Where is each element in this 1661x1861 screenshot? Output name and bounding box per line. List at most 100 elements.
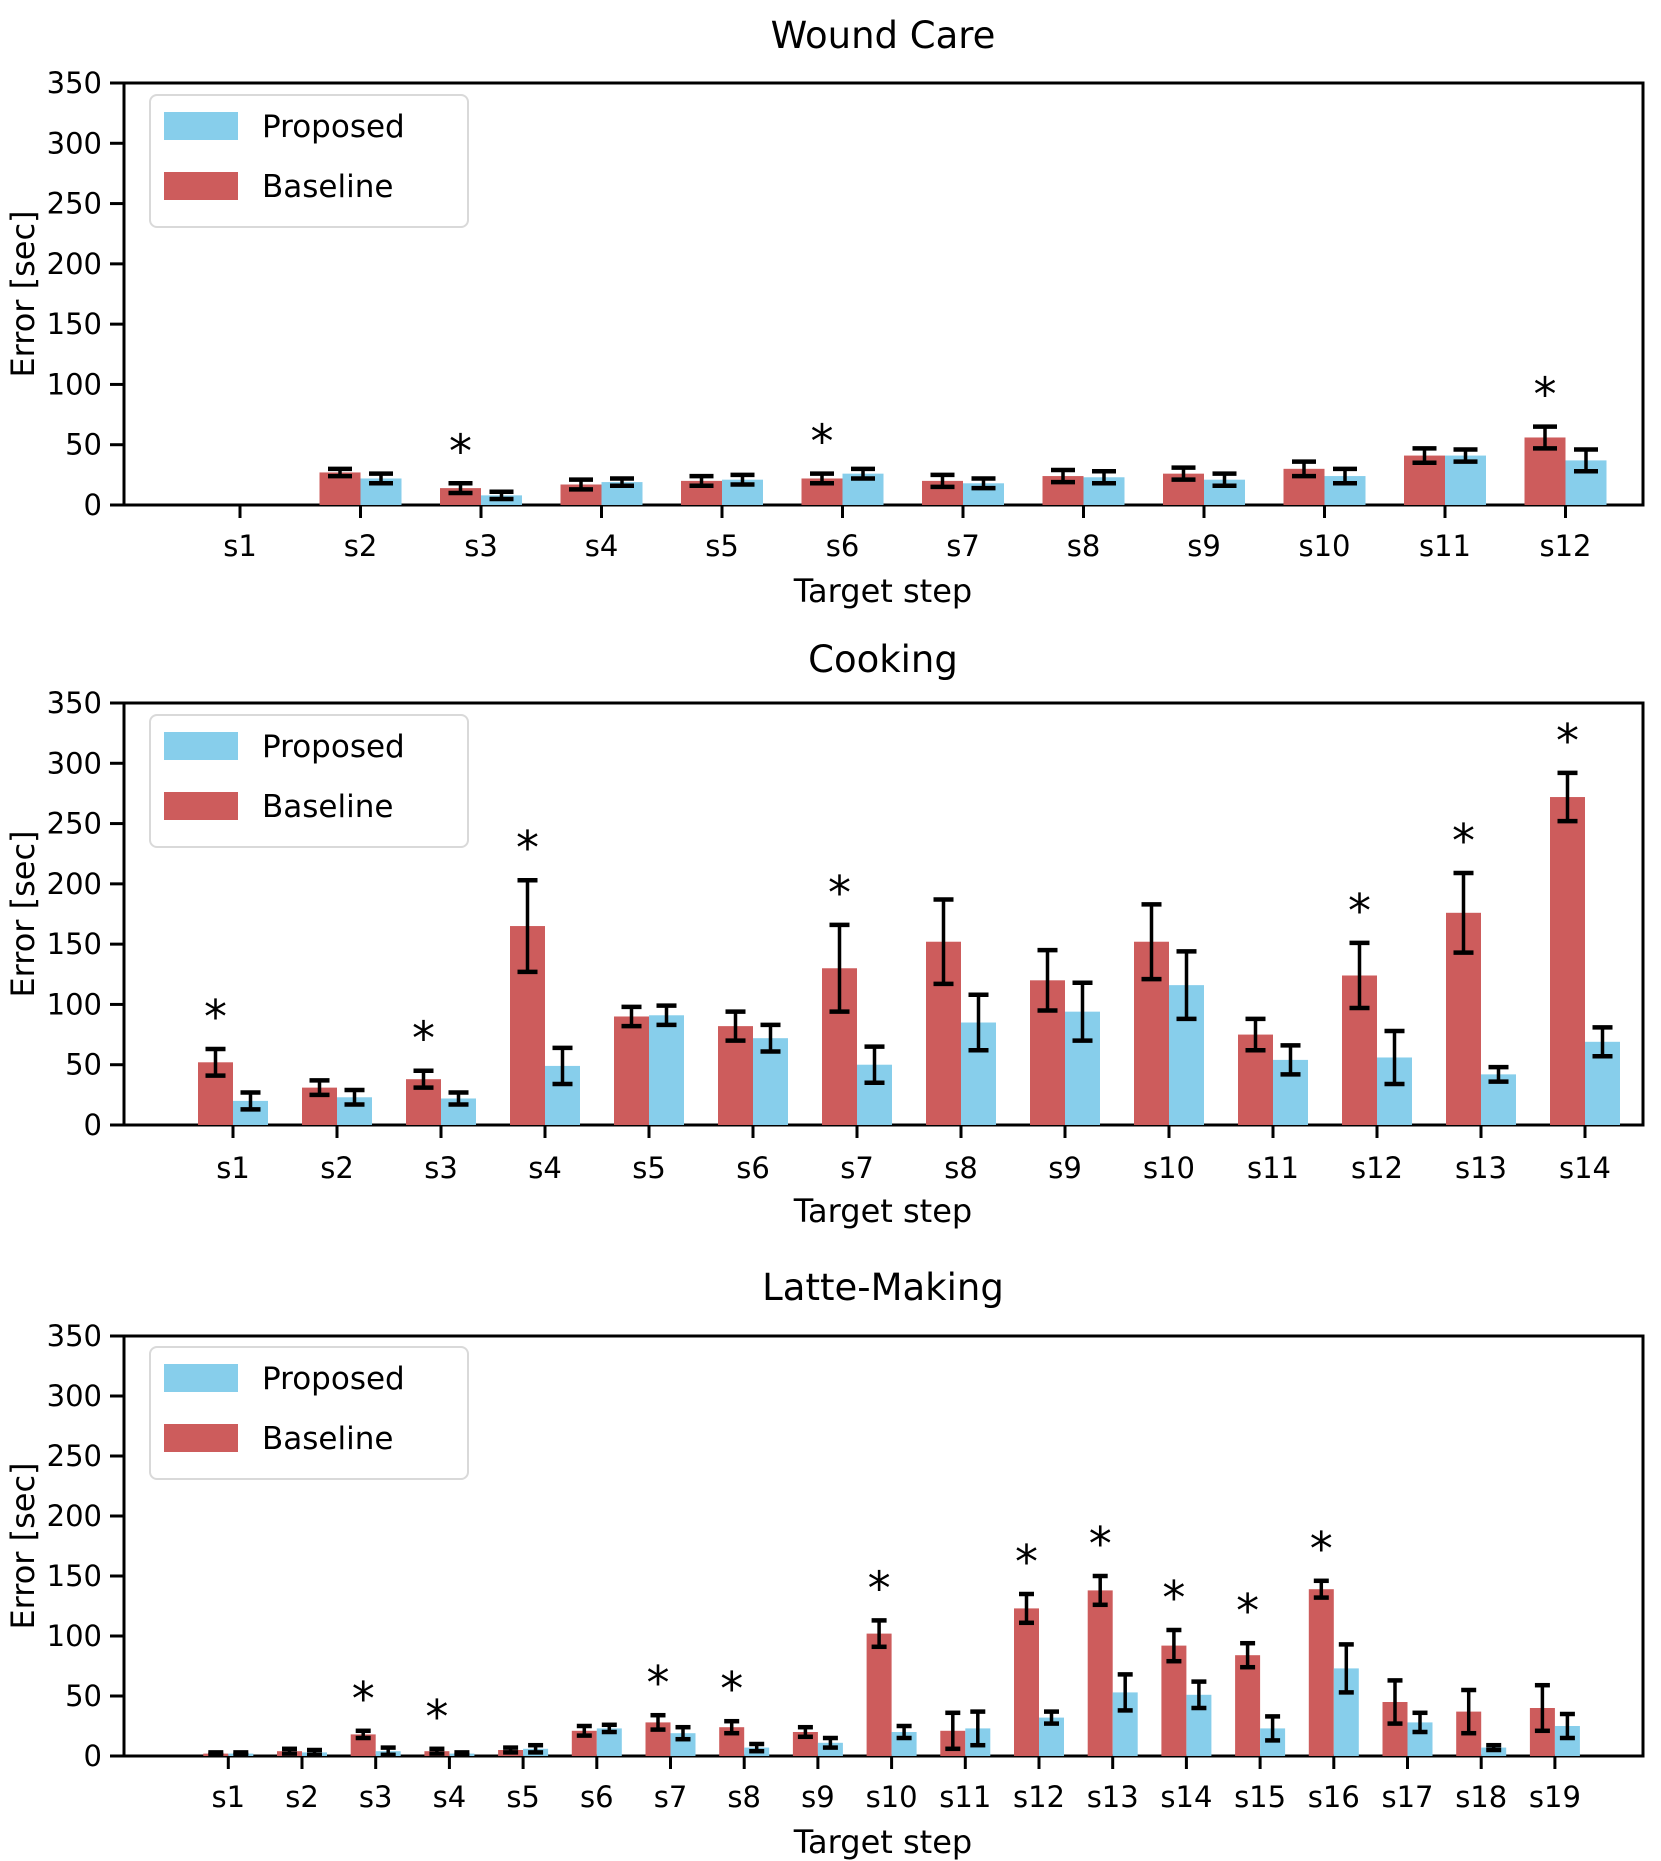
legend-label-baseline: Baseline (262, 789, 393, 825)
x-tick-label: s6 (736, 1151, 770, 1185)
significance-asterisk: * (1534, 368, 1557, 422)
significance-asterisk: * (1236, 1584, 1259, 1638)
x-tick-label: s12 (1539, 529, 1591, 563)
x-tick-label: s9 (1187, 529, 1221, 563)
significance-asterisk: * (1556, 714, 1579, 768)
legend-swatch-proposed (164, 732, 238, 760)
x-axis-label: Target step (793, 572, 972, 610)
x-tick-label: s5 (705, 529, 739, 563)
significance-asterisk: * (1310, 1522, 1333, 1576)
plot-area: 0 50 100 150 200 250 300 350 s1 * s2 s3 * s4 * s5 s6 s7 * s… (47, 686, 1645, 1185)
y-tick-label: 50 (65, 428, 102, 462)
chart-title: Cooking (808, 638, 958, 681)
legend-label-baseline: Baseline (262, 1421, 393, 1457)
chart-latte-making: Latte-Making Error [sec] Target step 0 50… (0, 1240, 1661, 1861)
significance-asterisk: * (1089, 1517, 1112, 1571)
x-tick-label: s1 (212, 1780, 246, 1814)
y-tick-label: 250 (47, 807, 102, 841)
chart-title: Wound Care (771, 14, 996, 57)
x-tick-label: s3 (359, 1780, 393, 1814)
legend: Proposed Baseline (149, 94, 469, 228)
significance-asterisk: * (352, 1672, 375, 1726)
plot-area: 0 50 100 150 200 250 300 350 s1 s2 s3 * s4 * s5 s6 s7 * s8… (47, 1319, 1645, 1814)
y-axis-label: Error [sec] (4, 830, 42, 997)
significance-asterisk: * (204, 990, 227, 1044)
x-tick-label: s10 (866, 1780, 918, 1814)
x-tick-label: s3 (464, 529, 498, 563)
legend-swatch-baseline (164, 1424, 238, 1452)
x-tick-label: s5 (506, 1780, 540, 1814)
x-tick-label: s13 (1087, 1780, 1139, 1814)
x-tick-label: s4 (433, 1780, 467, 1814)
x-tick-label: s14 (1160, 1780, 1212, 1814)
x-tick-label: s6 (826, 529, 860, 563)
x-tick-label: s6 (580, 1780, 614, 1814)
y-tick-label: 350 (47, 686, 102, 720)
x-tick-label: s11 (1247, 1151, 1299, 1185)
x-tick-label: s17 (1381, 1780, 1433, 1814)
x-tick-label: s7 (840, 1151, 874, 1185)
y-tick-label: 300 (47, 126, 102, 160)
plot-area: 0 50 100 150 200 250 300 350 s1 s2 s3 * s4 s5 s6 * s7 s8 s… (47, 66, 1645, 563)
x-tick-label: s10 (1298, 529, 1350, 563)
x-tick-label: s9 (801, 1780, 835, 1814)
x-tick-label: s10 (1143, 1151, 1195, 1185)
significance-asterisk: * (516, 821, 539, 875)
x-tick-label: s12 (1013, 1780, 1065, 1814)
y-tick-label: 150 (47, 927, 102, 961)
baseline-bar (866, 1633, 892, 1756)
significance-asterisk: * (720, 1662, 743, 1716)
y-tick-label: 350 (47, 1319, 102, 1353)
x-tick-label: s11 (1419, 529, 1471, 563)
x-tick-label: s1 (223, 529, 257, 563)
significance-asterisk: * (647, 1656, 670, 1710)
baseline-bar (1161, 1645, 1187, 1756)
x-tick-label: s12 (1351, 1151, 1403, 1185)
x-tick-label: s13 (1455, 1151, 1507, 1185)
x-tick-label: s18 (1455, 1780, 1507, 1814)
chart-cooking: Cooking Error [sec] Target step 0 50 100 15… (0, 620, 1661, 1240)
chart-wound-care: Wound Care Error [sec] Target step 0 50 10… (0, 0, 1661, 620)
x-tick-label: s8 (727, 1780, 761, 1814)
wound-care-canvas: Wound Care Error [sec] Target step 0 50 10… (4, 14, 1645, 610)
baseline-bar (1235, 1655, 1261, 1756)
y-tick-label: 200 (47, 247, 102, 281)
x-tick-label: s15 (1234, 1780, 1286, 1814)
legend-swatch-proposed (164, 112, 238, 140)
x-tick-label: s11 (939, 1780, 991, 1814)
significance-asterisk: * (868, 1561, 891, 1615)
y-tick-label: 100 (47, 1619, 102, 1653)
chart-title: Latte-Making (762, 1266, 1004, 1309)
y-tick-label: 100 (47, 367, 102, 401)
legend-label-proposed: Proposed (262, 1361, 405, 1397)
proposed-bar (649, 1015, 684, 1125)
legend-swatch-baseline (164, 172, 238, 200)
y-tick-label: 300 (47, 746, 102, 780)
x-tick-label: s14 (1559, 1151, 1611, 1185)
x-axis-label: Target step (793, 1823, 972, 1861)
legend-swatch-baseline (164, 792, 238, 820)
y-tick-label: 150 (47, 307, 102, 341)
significance-asterisk: * (1348, 884, 1371, 938)
significance-asterisk: * (1162, 1571, 1185, 1625)
significance-asterisk: * (425, 1690, 448, 1744)
legend-label-proposed: Proposed (262, 729, 405, 765)
x-tick-label: s4 (528, 1151, 562, 1185)
y-tick-label: 200 (47, 867, 102, 901)
x-tick-label: s2 (320, 1151, 354, 1185)
y-axis-label: Error [sec] (4, 210, 42, 377)
legend-label-proposed: Proposed (262, 109, 405, 145)
y-tick-label: 300 (47, 1379, 102, 1413)
x-tick-label: s7 (654, 1780, 688, 1814)
y-tick-label: 0 (84, 1108, 102, 1142)
significance-asterisk: * (1452, 814, 1475, 868)
baseline-bar (1014, 1608, 1039, 1756)
x-tick-label: s2 (285, 1780, 319, 1814)
x-tick-label: s8 (1067, 529, 1101, 563)
y-tick-label: 0 (84, 1739, 102, 1773)
x-tick-label: s1 (216, 1151, 250, 1185)
significance-asterisk: * (1015, 1535, 1038, 1589)
x-tick-label: s3 (424, 1151, 458, 1185)
significance-asterisk: * (412, 1012, 435, 1066)
y-tick-label: 0 (84, 488, 102, 522)
